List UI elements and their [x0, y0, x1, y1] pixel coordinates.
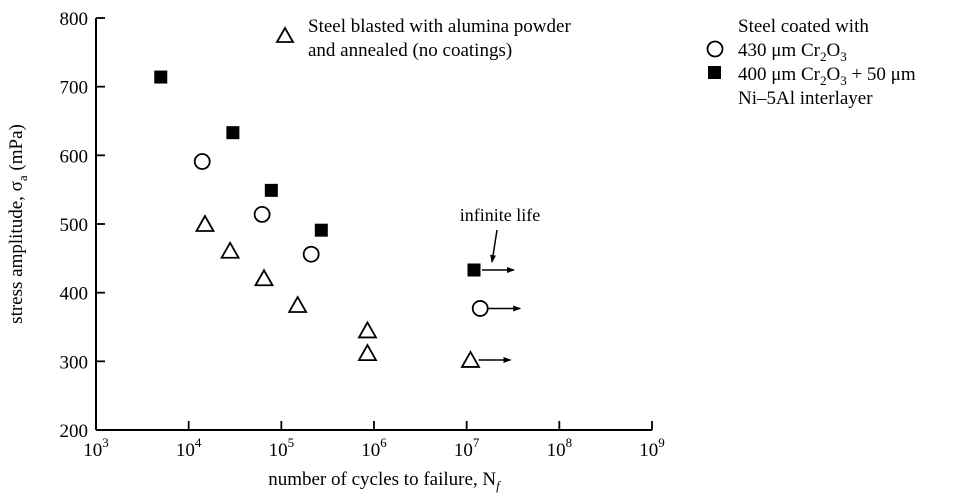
x-tick-label: 103	[83, 435, 109, 461]
x-tick-label: 108	[547, 435, 573, 461]
legend-circle-text1: 430 μm Cr	[738, 40, 821, 61]
square-point	[226, 126, 240, 140]
legend-triangle-marker	[275, 26, 295, 43]
circle-point	[471, 300, 489, 317]
data-points	[154, 70, 489, 368]
x-axis-label-text: number of cycles to failure, N	[268, 469, 496, 490]
square-point	[154, 70, 168, 84]
axes	[95, 18, 652, 431]
y-tick-label: 800	[60, 9, 89, 30]
legend-square-text1: 400 μm Cr	[738, 64, 821, 85]
triangle-point	[357, 320, 378, 339]
x-tick-label: 104	[176, 435, 202, 461]
legend-square-line2: Ni–5Al interlayer	[738, 88, 873, 109]
legend-coated: Steel coated with 430 μm Cr2O3 400 μm Cr…	[706, 16, 916, 109]
x-tick-label: 105	[269, 435, 295, 461]
legend-triangle-line2: and annealed (no coatings)	[308, 40, 512, 61]
y-tick-label: 700	[60, 78, 89, 99]
y-axis-label: stress amplitude, σa (mPa)	[6, 124, 30, 324]
square-point	[264, 183, 278, 197]
legend-square-text3: + 50 μm	[847, 64, 916, 85]
triangle-point	[460, 350, 481, 368]
y-tick-label: 600	[60, 146, 89, 167]
square-point	[314, 223, 328, 237]
x-axis-label-sub: f	[496, 478, 502, 493]
y-tick-label: 400	[60, 284, 89, 305]
legend-square-sub2: 3	[840, 73, 847, 88]
circle-point	[253, 205, 271, 223]
legend-square-text2: O	[826, 64, 840, 85]
legend-circle-sub1: 2	[820, 49, 827, 64]
x-axis-label: number of cycles to failure, Nf	[268, 469, 502, 493]
legend-square-label: 400 μm Cr2O3 + 50 μm	[738, 64, 916, 88]
triangle-point	[357, 343, 378, 361]
legend-triangle: Steel blasted with alumina powder and an…	[275, 16, 571, 61]
infinite-life-pointer	[490, 229, 498, 263]
triangle-point	[220, 240, 241, 259]
y-tick-label: 200	[60, 421, 89, 442]
legend-triangle-line1: Steel blasted with alumina powder	[308, 16, 571, 37]
runout-arrows	[478, 267, 522, 363]
x-tick-label: 109	[639, 435, 665, 461]
y-axis-label-sub: a	[15, 175, 30, 181]
legend-circle-marker	[706, 40, 724, 58]
y-ticks: 200 300 400 500 600 700 800	[60, 9, 105, 442]
y-tick-label: 300	[60, 352, 89, 373]
legend-coated-title: Steel coated with	[738, 16, 869, 37]
square-point	[467, 263, 481, 277]
x-tick-label: 107	[454, 435, 480, 461]
legend-square-marker	[708, 66, 721, 79]
triangle-point	[253, 268, 275, 287]
y-tick-label: 500	[60, 215, 89, 236]
circle-point	[302, 245, 320, 263]
legend-square-sub1: 2	[820, 73, 827, 88]
legend-circle-sub2: 3	[840, 49, 847, 64]
legend-circle-label: 430 μm Cr2O3	[738, 40, 847, 64]
triangle-point	[194, 214, 216, 232]
y-axis-label-text: stress amplitude, σ	[6, 181, 27, 324]
circle-point	[193, 153, 211, 170]
infinite-life-annotation: infinite life	[460, 205, 540, 225]
x-ticks: 103 104 105 106 107 108 109	[83, 421, 665, 461]
legend-circle-text2: O	[826, 40, 840, 61]
y-axis-label-unit: (mPa)	[6, 124, 27, 175]
x-tick-label: 106	[361, 435, 387, 461]
triangle-point	[287, 295, 308, 313]
